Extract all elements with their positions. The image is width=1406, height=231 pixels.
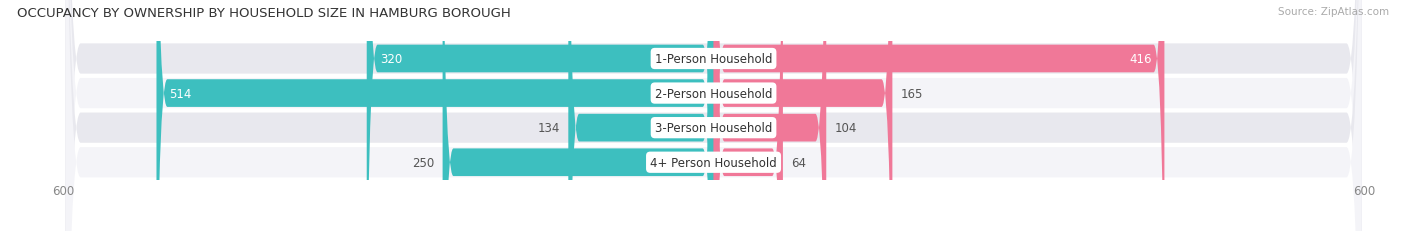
FancyBboxPatch shape [66,0,1361,231]
Text: 134: 134 [537,122,560,135]
FancyBboxPatch shape [713,0,1164,231]
FancyBboxPatch shape [568,0,713,231]
Text: 514: 514 [170,87,191,100]
Text: 4+ Person Household: 4+ Person Household [650,156,778,169]
Text: 64: 64 [792,156,807,169]
Text: 1-Person Household: 1-Person Household [655,53,772,66]
FancyBboxPatch shape [367,0,713,231]
Text: 104: 104 [835,122,858,135]
Text: 2-Person Household: 2-Person Household [655,87,772,100]
FancyBboxPatch shape [713,0,893,231]
FancyBboxPatch shape [156,0,713,231]
Text: 3-Person Household: 3-Person Household [655,122,772,135]
FancyBboxPatch shape [713,0,783,231]
Text: Source: ZipAtlas.com: Source: ZipAtlas.com [1278,7,1389,17]
FancyBboxPatch shape [443,0,713,231]
FancyBboxPatch shape [66,0,1361,231]
FancyBboxPatch shape [713,0,827,231]
FancyBboxPatch shape [66,0,1361,231]
FancyBboxPatch shape [66,0,1361,231]
Text: OCCUPANCY BY OWNERSHIP BY HOUSEHOLD SIZE IN HAMBURG BOROUGH: OCCUPANCY BY OWNERSHIP BY HOUSEHOLD SIZE… [17,7,510,20]
Text: 165: 165 [901,87,924,100]
Legend: Owner-occupied, Renter-occupied: Owner-occupied, Renter-occupied [593,228,834,231]
Text: 416: 416 [1129,53,1152,66]
Text: 320: 320 [380,53,402,66]
Text: 250: 250 [412,156,434,169]
